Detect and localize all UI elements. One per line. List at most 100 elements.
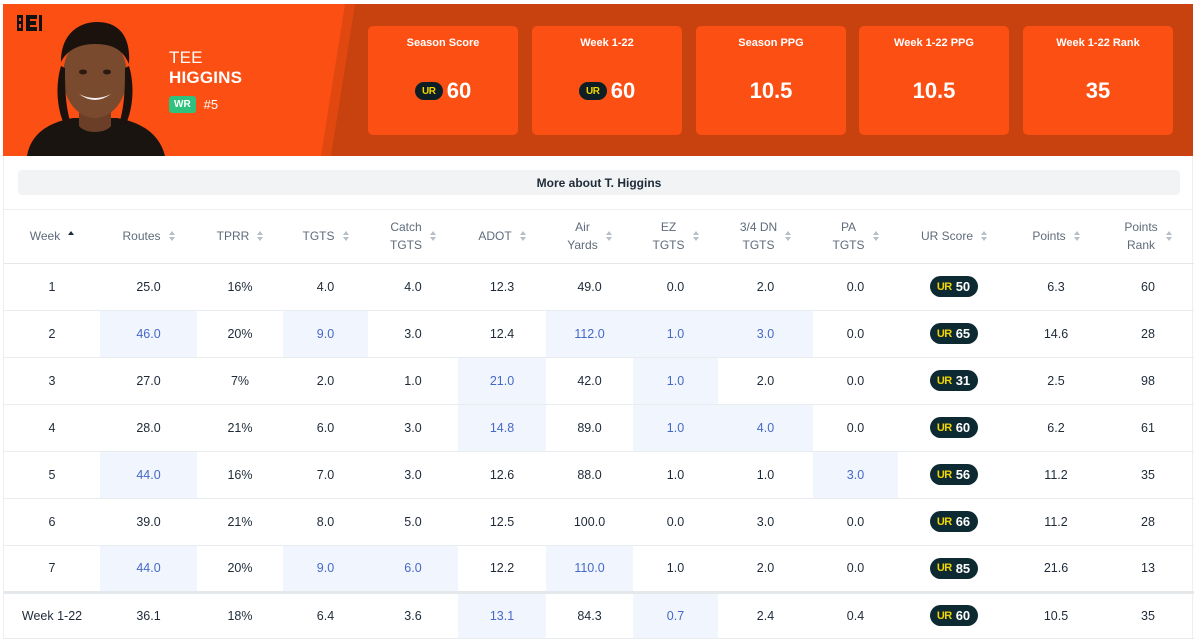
table-cell: 6.3 [1010, 263, 1102, 311]
sort-icon[interactable] [785, 231, 792, 242]
table-cell: 9.0 [283, 545, 368, 593]
table-cell: 28 [1102, 498, 1194, 546]
table-cell: 13 [1102, 545, 1194, 593]
table-cell: 98 [1102, 357, 1194, 405]
table-cell: 4.0 [283, 263, 368, 311]
table-cell: 49.0 [546, 263, 633, 311]
more-about-section: More about T. Higgins [3, 156, 1193, 210]
sort-icon[interactable] [342, 231, 349, 242]
ur-score-value: 60 [955, 420, 971, 435]
table-cell: 21.0 [458, 357, 546, 405]
sort-icon[interactable] [605, 231, 612, 242]
table-cell: 12.2 [458, 545, 546, 593]
ur-score-badge: UR 50 [929, 276, 979, 297]
sort-icon[interactable] [430, 231, 436, 242]
table-cell: 11.2 [1010, 451, 1102, 499]
table-cell: 20% [197, 310, 283, 358]
table-cell: 14.6 [1010, 310, 1102, 358]
table-cell: 6.2 [1010, 404, 1102, 452]
table-cell: UR 60 [898, 590, 1010, 639]
table-cell: 6.0 [368, 545, 458, 593]
table-cell: 2.0 [718, 357, 813, 405]
table-cell: 21.6 [1010, 545, 1102, 593]
sort-icon[interactable] [68, 231, 75, 242]
player-header: TEE HIGGINS WR #5 Season Score UR 60 Week 1… [3, 4, 1193, 156]
player-last-name: HIGGINS [169, 68, 243, 87]
ur-score-value: 85 [955, 560, 971, 576]
sort-icon[interactable] [168, 231, 175, 242]
ur-logo-icon: UR [936, 280, 952, 293]
table-cell: 60 [1102, 263, 1194, 311]
ur-score-value: 31 [955, 373, 971, 388]
table-cell: UR 65 [898, 310, 1010, 358]
bengals-logo-icon [12, 12, 44, 34]
column-header[interactable]: Points Rank [1102, 210, 1194, 264]
sort-icon[interactable] [692, 231, 699, 242]
ur-logo-icon: UR [936, 327, 952, 340]
table-cell: UR 31 [898, 357, 1010, 405]
table-cell: 0.0 [813, 545, 898, 593]
sort-icon[interactable] [872, 231, 879, 242]
stat-number: 60 [446, 78, 472, 103]
stat-number: 10.5 [749, 78, 793, 103]
table-cell: 2.0 [718, 545, 813, 593]
column-header-label: ADOT [478, 229, 512, 244]
column-header[interactable]: Week [4, 210, 100, 264]
column-header[interactable]: TPRR [197, 210, 283, 264]
table-cell: 11.2 [1010, 498, 1102, 546]
stat-card: Season Score UR 60 [368, 26, 518, 135]
sort-icon[interactable] [981, 231, 987, 242]
table-cell: 28 [1102, 310, 1194, 358]
table-cell: 4.0 [718, 404, 813, 452]
ur-score-badge: UR 60 [929, 605, 979, 626]
column-header[interactable]: EZ TGTS [633, 210, 718, 264]
table-cell: 6.4 [283, 590, 368, 639]
column-header[interactable]: Catch TGTS [368, 210, 458, 264]
table-cell: 18% [197, 590, 283, 639]
table-cell: 6.0 [283, 404, 368, 452]
column-header[interactable]: TGTS [283, 210, 368, 264]
column-header[interactable]: Routes [100, 210, 197, 264]
jersey-number: #5 [203, 97, 219, 112]
column-header[interactable]: Air Yards [546, 210, 633, 264]
column-header-label: Points [1032, 229, 1066, 244]
column-header[interactable]: PA TGTS [813, 210, 898, 264]
sort-icon[interactable] [257, 231, 264, 242]
stat-label: Week 1-22 PPG [894, 37, 974, 49]
column-header-label: Points [1124, 220, 1158, 235]
ur-logo-icon: UR [936, 421, 952, 434]
table-cell: 1 [4, 263, 100, 311]
table-cell: 84.3 [546, 590, 633, 639]
ur-score-badge: UR 31 [929, 370, 979, 391]
table-cell: 7.0 [283, 451, 368, 499]
column-header-label: TGTS [302, 229, 335, 244]
column-header[interactable]: ADOT [458, 210, 546, 264]
sort-icon[interactable] [1073, 231, 1080, 242]
stat-value: 10.5 [696, 78, 846, 104]
column-header-label: Routes [122, 229, 161, 244]
table-cell: 3.0 [718, 310, 813, 358]
column-header-label: TGTS [390, 238, 422, 253]
player-meta: WR #5 [169, 96, 218, 113]
column-header[interactable]: 3/4 DN TGTS [718, 210, 813, 264]
table-cell: 3.0 [718, 498, 813, 546]
column-header-label: 3/4 DN [739, 220, 778, 235]
sort-icon[interactable] [1165, 231, 1172, 242]
ur-score-value: 56 [955, 467, 971, 482]
stat-value: 10.5 [859, 78, 1009, 104]
table-cell: UR 66 [898, 498, 1010, 546]
table-header-row: Week Routes TPRR TGTS Catch TGTS ADOT Air Yards E… [4, 210, 1194, 264]
table-cell: 25.0 [100, 263, 197, 311]
column-header[interactable]: UR Score [898, 210, 1010, 264]
table-cell: 12.3 [458, 263, 546, 311]
column-header-label: EZ [660, 220, 677, 235]
table-cell: 10.5 [1010, 590, 1102, 639]
sort-icon[interactable] [519, 231, 526, 242]
more-about-button[interactable]: More about T. Higgins [18, 170, 1180, 195]
table-cell: 0.0 [813, 404, 898, 452]
table-cell: 14.8 [458, 404, 546, 452]
table-row: 3 27.0 7% 2.0 1.0 21.0 42.0 1.0 2.0 0.0 UR 31 2.5 98 [4, 357, 1194, 405]
table-cell: UR 50 [898, 263, 1010, 311]
column-header[interactable]: Points [1010, 210, 1102, 264]
table-row: 4 28.0 21% 6.0 3.0 14.8 89.0 1.0 4.0 0.0 UR 60 6.2 61 [4, 404, 1194, 452]
